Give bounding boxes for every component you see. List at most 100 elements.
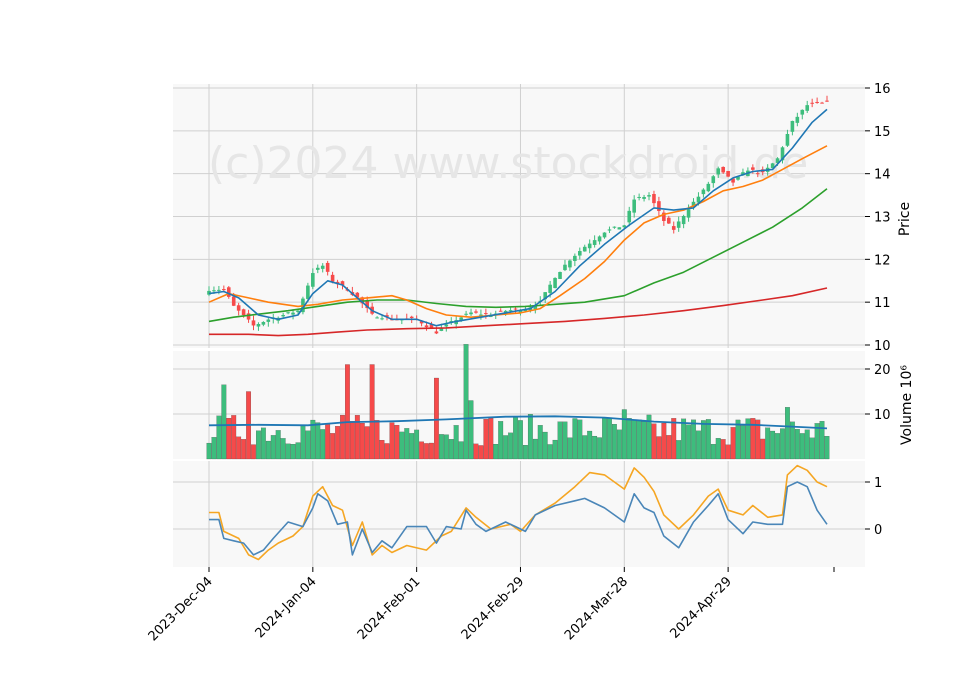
candle-body <box>459 317 463 320</box>
candle-body <box>330 274 335 282</box>
candle-body <box>340 281 345 286</box>
candle-body <box>731 178 735 183</box>
candle-body <box>444 324 449 327</box>
volume-bar <box>794 429 800 460</box>
candle-body <box>236 305 241 311</box>
price-tick-label: 15 <box>874 125 891 140</box>
volume-bar <box>434 377 439 460</box>
volume-bar <box>557 421 563 460</box>
candle-body <box>419 321 424 324</box>
volume-bar <box>518 420 523 460</box>
volume-bar <box>498 421 504 460</box>
volume-bar <box>478 445 484 460</box>
volume-bar <box>419 441 424 460</box>
candle-body <box>736 176 740 180</box>
candle-body <box>474 311 478 313</box>
volume-bar <box>221 384 227 460</box>
volume-bar <box>438 434 444 460</box>
candle-body <box>296 310 300 313</box>
volume-bar <box>429 442 434 460</box>
candle-body <box>479 314 483 316</box>
candle-body <box>409 316 414 319</box>
candle-body <box>434 331 439 334</box>
candle-body <box>726 170 730 177</box>
candle-body <box>217 289 221 291</box>
candle-body <box>642 196 646 199</box>
candle-body <box>785 133 790 146</box>
volume-bar <box>671 418 677 460</box>
oscillator-signal-line <box>209 464 828 561</box>
volume-bar <box>740 425 746 460</box>
candle-body <box>281 314 285 317</box>
volume-bar <box>359 422 365 460</box>
volume-bar <box>349 421 355 460</box>
volume-bar <box>562 421 568 460</box>
candle-body <box>592 240 597 245</box>
candle-body <box>226 287 231 297</box>
candle-body <box>825 100 829 102</box>
volume-bar <box>641 421 647 460</box>
candle-body <box>755 173 760 175</box>
volume-bar <box>587 430 593 460</box>
candle-body <box>657 201 661 211</box>
volume-ma-line <box>208 415 828 430</box>
volume-tick-label: 20 <box>874 363 891 378</box>
volume-bar <box>819 421 825 460</box>
candle-body <box>805 105 810 111</box>
volume-bar <box>691 419 696 460</box>
candle-body <box>578 251 582 256</box>
volume-bar <box>285 443 291 460</box>
candle-body <box>800 109 805 115</box>
candle-body <box>286 312 290 314</box>
volume-bar <box>379 440 385 460</box>
oscillator-lines <box>209 464 828 561</box>
candle-body <box>790 120 795 132</box>
volume-bar <box>290 444 296 460</box>
volume-bar <box>305 430 311 460</box>
volume-bar <box>389 422 395 460</box>
volume-bar <box>468 400 474 460</box>
volume-bar <box>513 416 518 460</box>
candle-body <box>231 296 236 306</box>
price-tick-label: 16 <box>874 82 891 97</box>
candle-body <box>647 195 651 197</box>
volume-bar <box>676 440 682 460</box>
volume-bar <box>686 424 691 460</box>
candle-body <box>503 310 508 313</box>
volume-bar <box>483 419 489 460</box>
candle-body <box>558 272 562 279</box>
candle-body <box>320 265 325 269</box>
date-tick-label: 2024-Apr-29 <box>667 574 734 641</box>
volume-bar <box>661 422 667 460</box>
candle-body <box>523 309 528 312</box>
volume-bar <box>211 437 217 460</box>
candle-body <box>632 199 636 213</box>
candle-body <box>612 226 617 228</box>
volume-bar <box>760 438 766 460</box>
volume-bar <box>384 443 390 460</box>
volume-bar <box>552 439 558 460</box>
candle-body <box>751 167 755 170</box>
price-tick-label: 11 <box>874 296 891 311</box>
volume-bar <box>414 429 420 460</box>
candle-body <box>587 243 592 249</box>
volume-bars <box>206 344 830 460</box>
volume-bar <box>374 420 380 460</box>
volume-bar <box>799 433 805 460</box>
volume-bar <box>631 419 637 460</box>
candle-body <box>222 289 226 291</box>
date-tick-label: 2024-Mar-28 <box>562 574 631 643</box>
candle-body <box>315 267 320 270</box>
oscillator-tick-label: 0 <box>874 523 882 538</box>
volume-bar <box>547 444 553 460</box>
ma-long-line <box>209 287 828 337</box>
candle-body <box>429 324 434 329</box>
volume-bar <box>473 443 479 460</box>
candle-body <box>617 227 622 230</box>
candle-body <box>311 273 315 287</box>
volume-bar <box>320 429 326 460</box>
volume-bar <box>315 422 321 460</box>
volume-bar <box>345 364 350 460</box>
candle-body <box>553 277 557 289</box>
volume-bar <box>463 344 469 460</box>
